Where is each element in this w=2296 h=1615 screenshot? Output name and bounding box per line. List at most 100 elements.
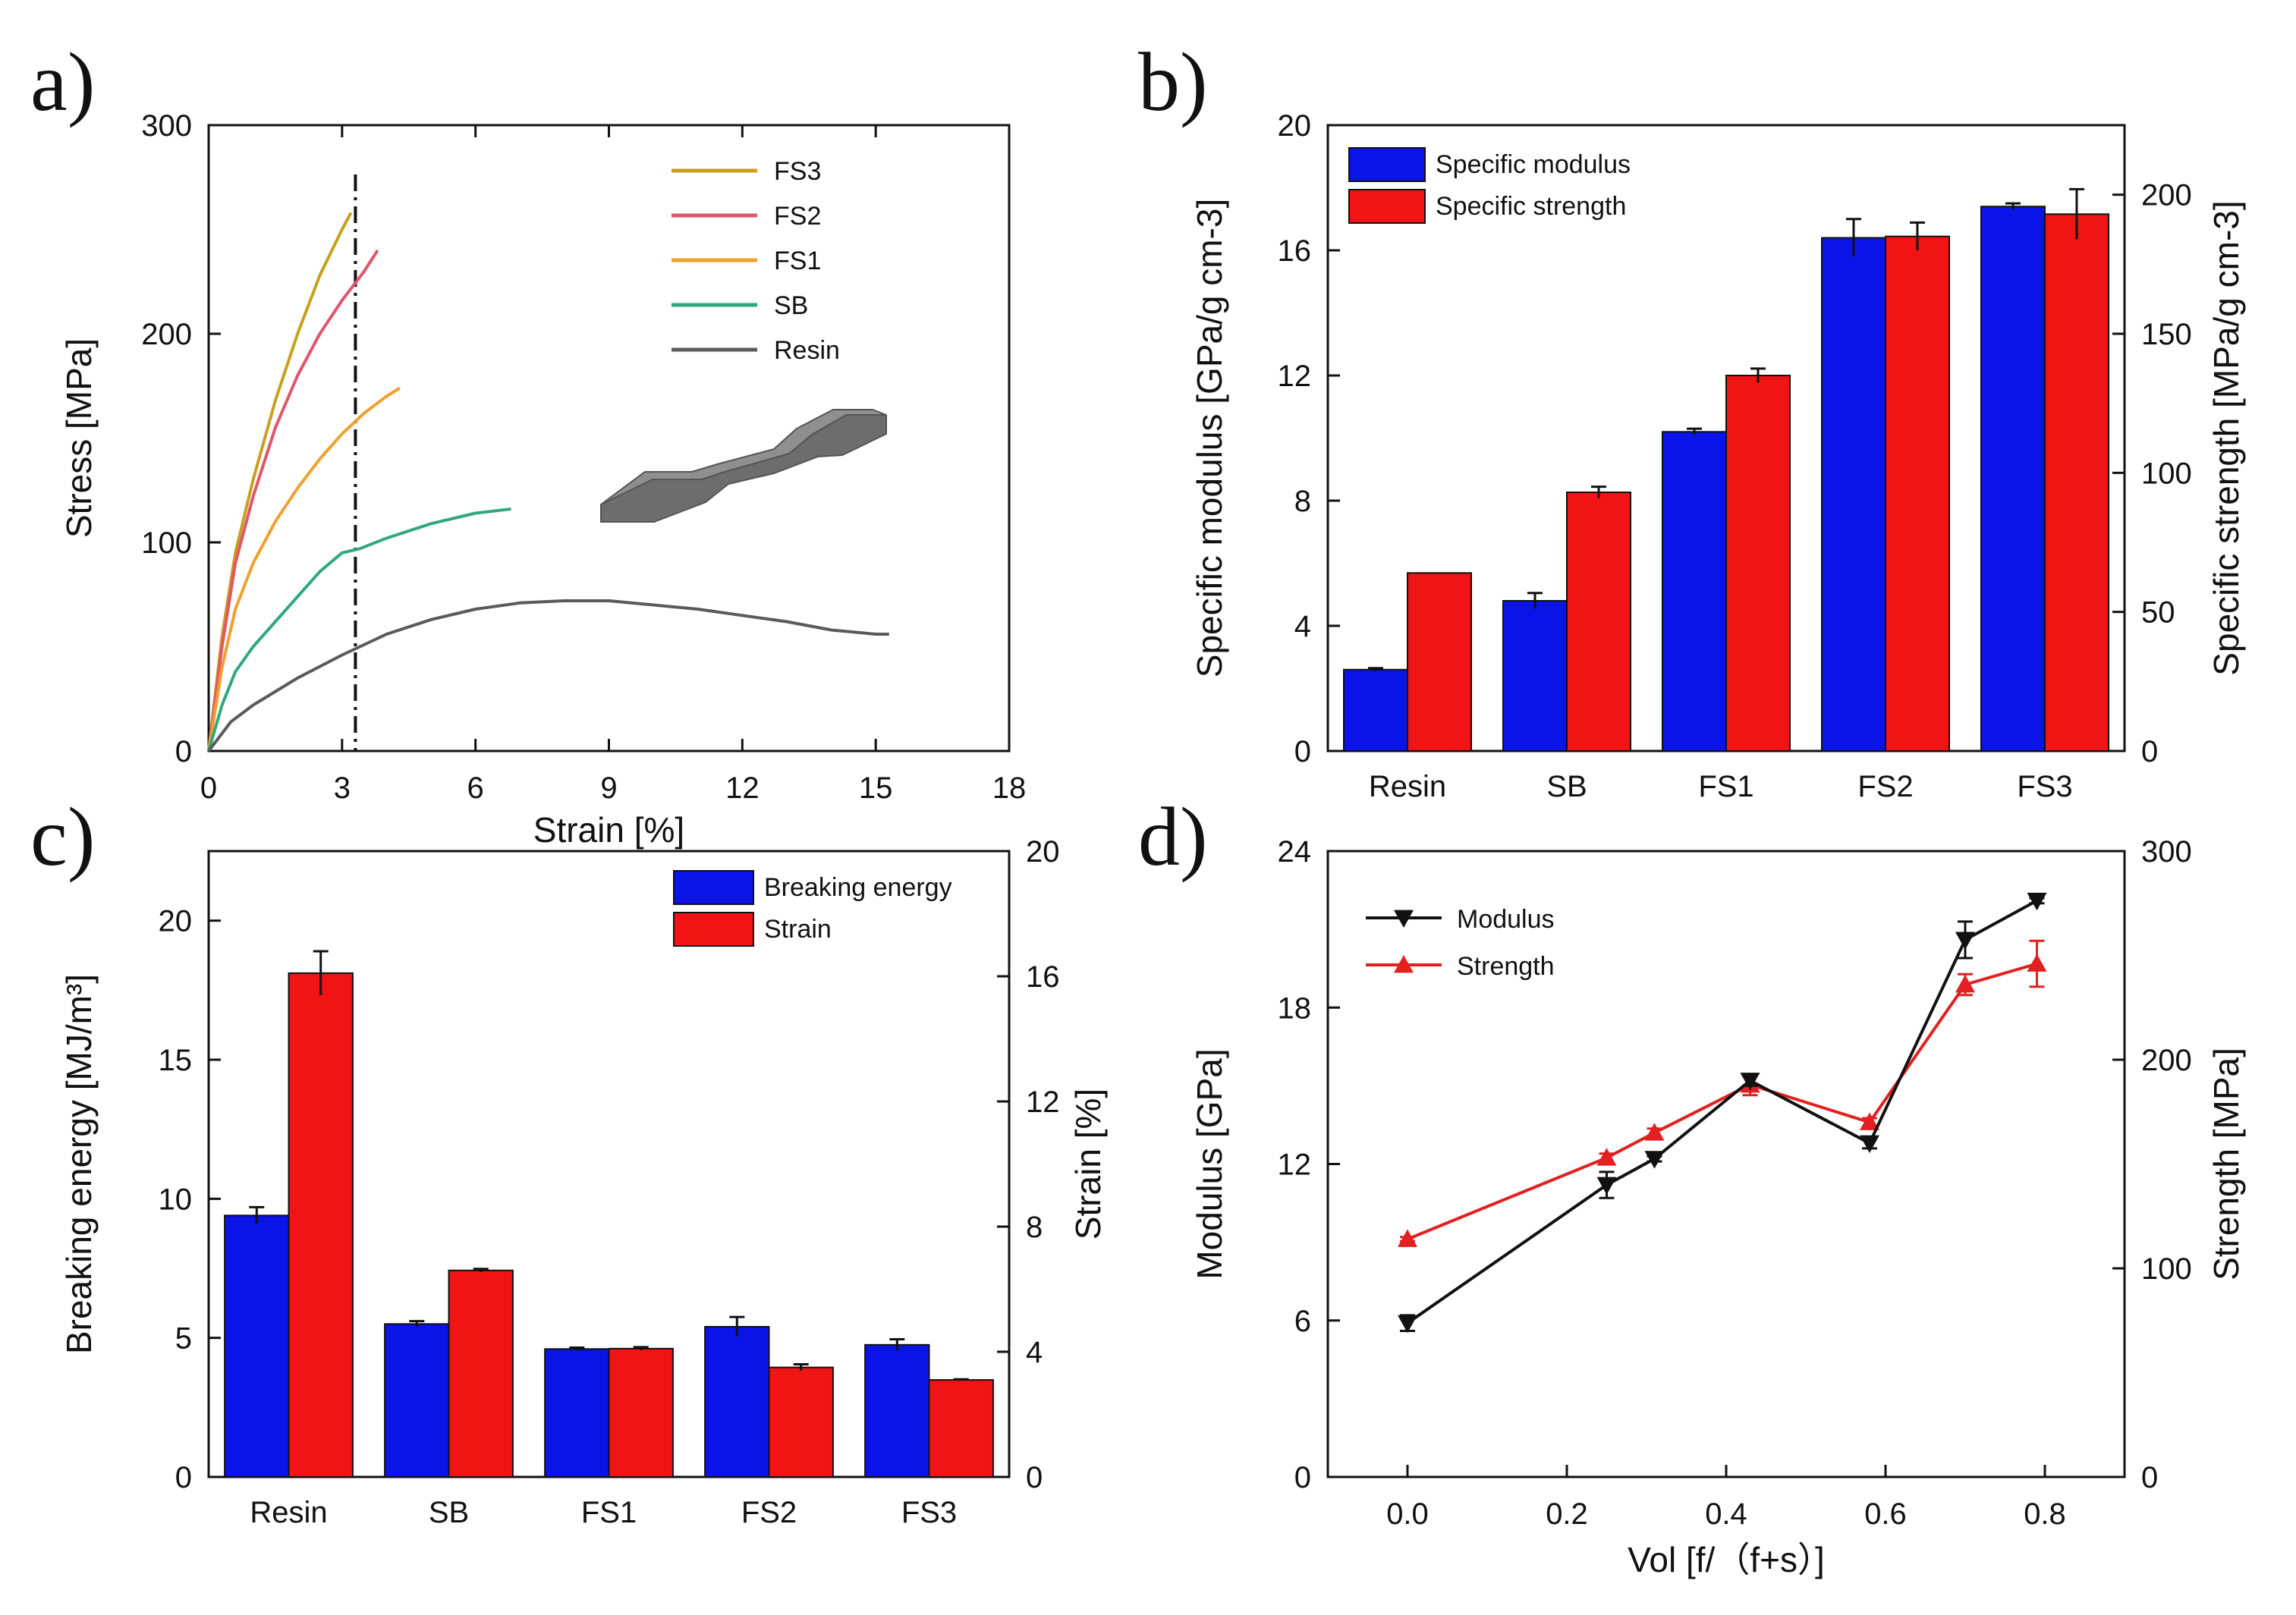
data-point-modulus xyxy=(1955,932,1975,950)
data-point-strength xyxy=(1596,1148,1617,1166)
bar-strain xyxy=(928,1379,994,1478)
legend-label-resin: Resin xyxy=(774,336,840,365)
bar-breaking-energy xyxy=(704,1326,770,1478)
panel-a-stress-strain-chart: 0 100 200 300 Stress [MPa] 0 3 6 9 12 15 18 Strain [… xyxy=(59,109,1026,850)
panel-a-letter: a) xyxy=(30,36,95,128)
legend-label-specific-strength: Specific strength xyxy=(1436,192,1626,221)
plot-frame xyxy=(207,124,1011,753)
bar-breaking-energy xyxy=(384,1323,450,1478)
series-line-fs1 xyxy=(207,386,401,752)
bar-specific-modulus xyxy=(1821,237,1886,752)
x-tick-label: 0.0 xyxy=(1386,1497,1429,1531)
data-point-modulus xyxy=(1398,1315,1417,1334)
y2-tick-label: 100 xyxy=(2141,1252,2192,1286)
x-category-label: Resin xyxy=(1369,770,1446,803)
legend-label-modulus: Modulus xyxy=(1457,905,1555,934)
x-category-label: FS1 xyxy=(1698,770,1753,803)
legend-label-sb: SB xyxy=(774,291,808,320)
y-tick-label: 16 xyxy=(1278,234,1312,268)
y2-tick-label: 300 xyxy=(2141,835,2192,869)
x-category-label: SB xyxy=(429,1496,469,1529)
x-tick-label: 0.6 xyxy=(1864,1497,1907,1531)
x-tick-label: 9 xyxy=(600,771,617,805)
y-tick-label: 12 xyxy=(1278,1148,1312,1182)
panel-c-letter: c) xyxy=(30,790,95,883)
bar-strain xyxy=(608,1347,674,1478)
legend-swatch-specific-strength xyxy=(1348,189,1426,224)
bar-specific-modulus xyxy=(1502,600,1568,752)
legend-swatch-breaking-energy xyxy=(673,870,754,905)
y-tick-label: 200 xyxy=(141,318,192,351)
y-tick-label: 24 xyxy=(1278,835,1312,869)
x-tick-label: 15 xyxy=(859,771,893,805)
y-tick-label: 300 xyxy=(141,109,192,143)
y-tick-label: 4 xyxy=(1294,610,1311,643)
bar-breaking-energy xyxy=(224,1214,290,1478)
panel-d-letter: d) xyxy=(1138,790,1208,883)
legend-label-strength: Strength xyxy=(1457,952,1555,981)
data-point-modulus xyxy=(1860,1135,1879,1153)
y-tick-label: 12 xyxy=(1278,360,1312,393)
y-tick-label: 15 xyxy=(159,1044,193,1077)
y2-tick-label: 0 xyxy=(2141,1461,2158,1494)
bar-specific-strength xyxy=(2044,213,2109,753)
y2-tick-label: 20 xyxy=(1026,835,1060,869)
panel-d-modulus-strength-chart: 0 6 12 18 24 0 100 200 300 Modulus [GPa] Strength … xyxy=(1190,835,2246,1579)
data-point-strength xyxy=(2027,954,2047,972)
panel-b-letter: b) xyxy=(1138,36,1208,128)
y-axis-title: Stress [MPa] xyxy=(59,338,99,538)
y-tick-label: 20 xyxy=(159,905,193,938)
data-point-modulus xyxy=(1644,1151,1665,1169)
y2-tick-label: 200 xyxy=(2141,179,2192,212)
y-tick-label: 6 xyxy=(1294,1305,1311,1338)
data-point-strength xyxy=(1398,1229,1417,1247)
y-tick-label: 18 xyxy=(1278,991,1312,1025)
bar-specific-modulus xyxy=(1980,206,2046,752)
data-point-modulus xyxy=(2027,892,2047,911)
bar-specific-modulus xyxy=(1662,431,1727,752)
bar-specific-strength xyxy=(1566,492,1631,752)
y2-tick-label: 16 xyxy=(1026,960,1060,994)
y-tick-label: 8 xyxy=(1294,485,1311,518)
bar-specific-strength xyxy=(1885,235,1950,752)
legend-label-fs2: FS2 xyxy=(774,202,821,231)
legend-label-fs3: FS3 xyxy=(774,157,821,186)
series-line-resin xyxy=(207,599,889,753)
bar-specific-strength xyxy=(1407,572,1472,752)
y-tick-label: 10 xyxy=(159,1183,193,1216)
legend-swatch-strain xyxy=(673,912,754,947)
y2-axis-title: Specific strength [MPa/g cm-3] xyxy=(2206,200,2246,675)
y-axis-title: Specific modulus [GPa/g cm-3] xyxy=(1190,199,1229,677)
y2-tick-label: 0 xyxy=(2141,735,2158,768)
x-tick-label: 6 xyxy=(467,771,484,805)
x-tick-label: 18 xyxy=(992,771,1027,805)
bar-specific-modulus xyxy=(1343,668,1408,752)
x-category-label: FS3 xyxy=(901,1496,957,1529)
data-point-modulus xyxy=(1596,1177,1617,1195)
y-axis-title: Breaking energy [MJ/m³] xyxy=(59,974,99,1354)
x-tick-label: 0.8 xyxy=(2024,1497,2066,1531)
series-line-fs2 xyxy=(207,249,379,752)
bar-breaking-energy xyxy=(544,1348,610,1478)
x-category-label: FS2 xyxy=(1857,770,1913,803)
y-tick-label: 0 xyxy=(1294,1461,1311,1494)
y-tick-label: 0 xyxy=(1294,735,1311,768)
y2-tick-label: 0 xyxy=(1026,1461,1043,1494)
data-point-strength xyxy=(1644,1123,1665,1141)
y2-axis-title: Strain [%] xyxy=(1068,1089,1108,1240)
y2-tick-label: 12 xyxy=(1026,1086,1060,1119)
x-tick-label: 0 xyxy=(200,771,217,805)
series-line-sb xyxy=(207,507,511,752)
panel-c-breaking-energy-chart: 0 5 10 15 20 0 4 8 12 16 20 Breaking energy [MJ/m³]… xyxy=(59,835,1108,1529)
x-axis-title: Strain [%] xyxy=(533,810,684,850)
data-point-modulus xyxy=(1740,1073,1760,1091)
y-tick-label: 5 xyxy=(175,1322,192,1356)
x-category-label: SB xyxy=(1546,770,1587,803)
x-category-label: FS2 xyxy=(741,1496,797,1529)
y2-tick-label: 50 xyxy=(2141,596,2175,630)
x-tick-label: 12 xyxy=(725,771,760,805)
bar-strain xyxy=(448,1269,514,1478)
x-axis-title: Vol [f/（f+s）] xyxy=(1628,1540,1825,1579)
y-tick-label: 0 xyxy=(175,735,192,768)
x-tick-label: 0.2 xyxy=(1546,1497,1588,1531)
